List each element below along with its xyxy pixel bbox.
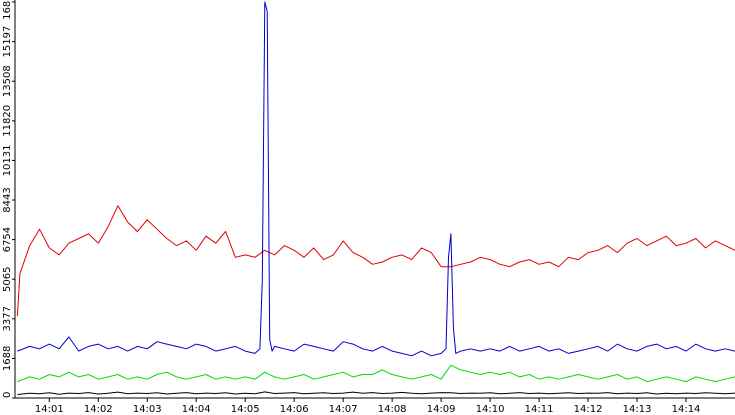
y-tick-label: 3377: [2, 306, 13, 331]
x-tick-label: 14:13: [623, 404, 652, 415]
x-tick-label: 14:10: [476, 404, 505, 415]
series-line-1: [16, 205, 735, 316]
x-tick-label: 14:05: [231, 404, 260, 415]
y-tick-label: 16886: [2, 0, 13, 20]
y-tick-label: 6754: [2, 227, 13, 252]
series-line-4: [17, 391, 735, 395]
x-tick-label: 14:07: [329, 404, 358, 415]
x-tick-label: 14:03: [133, 404, 162, 415]
y-tick-label: 0: [2, 392, 13, 398]
y-axis-ticks: 0 1688 3377 5065 6754 8443 10131 11820 13508 1519…: [2, 0, 15, 399]
x-tick-label: 14:02: [84, 404, 113, 415]
x-tick-label: 14:08: [378, 404, 407, 415]
x-tick-label: 14:11: [525, 404, 554, 415]
x-tick-label: 14:04: [182, 404, 211, 415]
x-tick-label: 14:01: [35, 404, 64, 415]
x-tick-label: 14:12: [574, 404, 603, 415]
y-tick-label: 10131: [2, 145, 13, 177]
series-line-2: [17, 1, 735, 357]
y-tick-label: 5065: [2, 266, 13, 291]
series-line-3: [17, 364, 735, 383]
y-tick-label: 13508: [2, 65, 13, 97]
x-tick-label: 14:09: [427, 404, 456, 415]
y-tick-label: 11820: [2, 105, 13, 137]
y-tick-label: 15197: [2, 26, 13, 58]
series-layer: [16, 1, 735, 395]
x-axis-ticks: 14:01 14:02 14:03 14:04 14:05 14:06 14:07 14:08…: [35, 398, 701, 415]
x-tick-label: 14:06: [280, 404, 309, 415]
x-tick-label: 14:14: [672, 404, 701, 415]
y-tick-label: 1688: [2, 346, 13, 371]
y-tick-label: 8443: [2, 187, 13, 212]
axes-layer: [14, 0, 735, 399]
